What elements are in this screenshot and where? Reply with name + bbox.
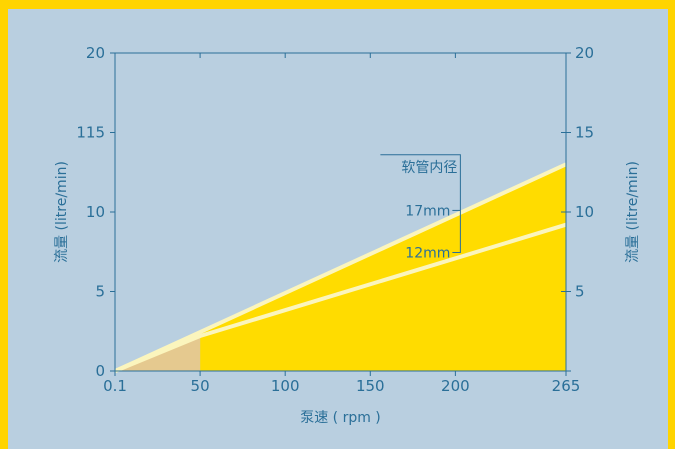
x-tick-label: 50 [191,377,210,395]
y-tick-label-left: 10 [86,203,105,221]
ticks [110,52,571,376]
y-tick-label-left: 20 [86,44,105,62]
series-line-12mm [114,222,567,373]
x-axis-title: 泵速 ( rpm ) [300,410,381,426]
y-tick-label-left: 0 [95,362,105,380]
y-tick-label-right: 15 [575,124,594,142]
y-tick-label-right: 20 [575,44,594,62]
y-tick-label-right: 5 [575,283,585,301]
y-tick-label-right: 10 [575,203,594,221]
annotation-12mm: 12mm [405,246,450,262]
series-line-17mm [114,162,567,373]
x-tick-label: 0.1 [103,377,127,395]
y-axis-title-left: 流量 (litre/min) [54,161,70,263]
tick-labels: 0.1 50 100 150 200 265 0 5 10 115 20 5 10 15 20 [76,44,594,395]
y-axis-title-right: 流量 (litre/min) [625,161,641,263]
annotation-17mm: 17mm [405,203,450,219]
x-tick-label: 100 [271,377,300,395]
x-tick-label: 150 [356,377,385,395]
annotation-title: 软管内径 [401,160,457,176]
y-tick-label-left: 5 [95,283,105,301]
x-tick-label: 265 [552,377,581,395]
series-lines [114,162,567,373]
flow-area [200,164,566,371]
x-tick-label: 200 [441,377,470,395]
annotation-bracket [380,154,461,254]
y-tick-label-left: 115 [76,124,105,142]
hose-diameter-annotation: 软管内径 17mm 12mm [380,154,461,262]
